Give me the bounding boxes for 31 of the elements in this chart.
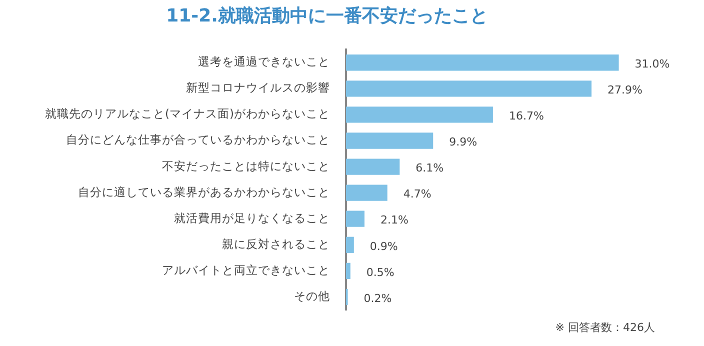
data-label: 0.2% xyxy=(364,292,392,305)
data-label: 27.9% xyxy=(608,84,642,97)
y-tick-label: 自分にどんな仕事が合っているかわからないこと xyxy=(66,132,330,147)
y-tick-label: 不安だったことは特にないこと xyxy=(162,158,330,173)
y-tick-label: 就職先のリアルなこと(マイナス面)がわからないこと xyxy=(45,106,330,121)
bar xyxy=(346,184,388,201)
y-tick-label: 就活費用が足りなくなること xyxy=(174,210,330,225)
data-label: 6.1% xyxy=(416,162,444,175)
bar xyxy=(346,80,592,97)
data-label: 16.7% xyxy=(508,110,544,123)
data-label: 31.0% xyxy=(634,57,670,70)
text: ※ 回答者数：426人 xyxy=(555,320,655,334)
y-tick-label: 自分に適している業界があるかわからないこと xyxy=(78,184,330,199)
data-label: 9.9% xyxy=(449,136,478,149)
data-label: 2.1% xyxy=(380,214,408,227)
bar xyxy=(346,132,434,149)
bar xyxy=(346,158,400,175)
y-tick-label: 選考を通過できないこと xyxy=(198,54,330,69)
bar xyxy=(346,262,350,280)
y-tick-label: 親に反対されること xyxy=(222,236,330,251)
data-label: 0.5% xyxy=(366,266,394,279)
bar xyxy=(346,106,493,123)
y-tick-label: その他 xyxy=(294,288,330,303)
data-label: 0.9% xyxy=(370,240,398,253)
y-tick-label: 新型コロナウイルスの影響 xyxy=(186,80,330,95)
bar xyxy=(346,210,364,227)
bar xyxy=(346,236,354,253)
data-label: 4.7% xyxy=(403,188,432,201)
y-tick-label: アルバイトと両立できないこと xyxy=(162,262,330,277)
chart-title: 11-2.就職活動中に一番不安だったこと xyxy=(166,5,488,26)
bar xyxy=(346,54,619,71)
